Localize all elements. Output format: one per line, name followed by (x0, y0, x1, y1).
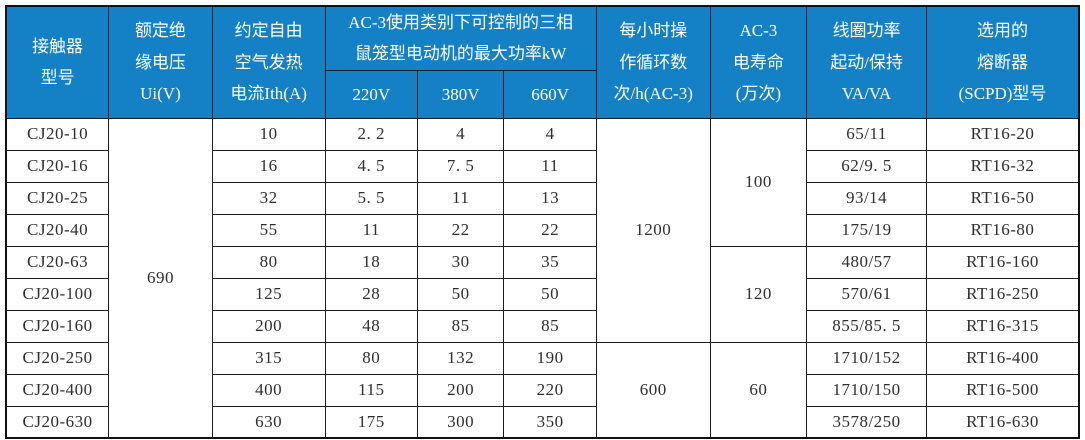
model-cell: CJ20-40 (5, 213, 110, 247)
kw-220v-cell: 4. 5 (324, 149, 419, 183)
coil-power-cell: 93/14 (806, 181, 928, 215)
model-cell: CJ20-16 (5, 149, 110, 183)
kw-380v-cell: 200 (416, 373, 505, 407)
kw-220v-cell: 5. 5 (324, 181, 419, 215)
thermal-current-cell: 80 (211, 245, 326, 279)
cycles-cell: 600 (595, 341, 711, 439)
contactor-spec-table: 接触器 型号 额定绝 缘电压 Ui(V) 约定自由 空气发热 电流Ith(A) … (5, 5, 1080, 440)
fuse-cell: RT16-315 (926, 309, 1080, 343)
header-electrical-life: AC-3 电寿命 (万次) (709, 5, 808, 119)
kw-660v-cell: 50 (503, 277, 597, 311)
fuse-cell: RT16-630 (926, 405, 1080, 439)
kw-660v-cell: 350 (503, 405, 597, 439)
kw-660v-cell: 11 (503, 149, 597, 183)
fuse-cell: RT16-250 (926, 277, 1080, 311)
model-cell: CJ20-250 (5, 341, 110, 375)
table-row: CJ20-100 125 28 50 50 570/61 RT16-250 (5, 277, 1080, 311)
kw-660v-cell: 35 (503, 245, 597, 279)
kw-660v-cell: 190 (503, 341, 597, 375)
thermal-current-cell: 125 (211, 277, 326, 311)
kw-660v-cell: 85 (503, 309, 597, 343)
table-row: CJ20-16 16 4. 5 7. 5 11 62/9. 5 RT16-32 (5, 149, 1080, 183)
table-row: CJ20-630 630 175 300 350 3578/250 RT16-6… (5, 405, 1080, 439)
table-row: CJ20-400 400 115 200 220 1710/150 RT16-5… (5, 373, 1080, 407)
coil-power-cell: 1710/152 (806, 341, 928, 375)
table-row: CJ20-25 32 5. 5 11 13 93/14 RT16-50 (5, 181, 1080, 215)
kw-380v-cell: 300 (416, 405, 505, 439)
thermal-current-cell: 16 (211, 149, 326, 183)
kw-380v-cell: 11 (416, 181, 505, 215)
kw-220v-cell: 11 (324, 213, 419, 247)
model-cell: CJ20-100 (5, 277, 110, 311)
cycles-cell: 1200 (595, 117, 711, 343)
thermal-current-cell: 315 (211, 341, 326, 375)
table-row: CJ20-10 690 10 2. 2 4 4 1200 100 65/11 R… (5, 117, 1080, 439)
model-cell: CJ20-400 (5, 373, 110, 407)
table-row: CJ20-63 80 18 30 35 120 480/57 RT16-160 (5, 245, 1080, 343)
fuse-cell: RT16-400 (926, 341, 1080, 375)
table-body: CJ20-10 690 10 2. 2 4 4 1200 100 65/11 R… (5, 117, 1080, 439)
kw-380v-cell: 50 (416, 277, 505, 311)
thermal-current-cell: 200 (211, 309, 326, 343)
kw-220v-cell: 2. 2 (324, 117, 419, 151)
model-cell: CJ20-10 (5, 117, 110, 151)
header-voltage-660v: 660V (503, 69, 597, 119)
model-cell: CJ20-160 (5, 309, 110, 343)
kw-660v-cell: 22 (503, 213, 597, 247)
coil-power-cell: 480/57 (806, 245, 928, 279)
kw-380v-cell: 30 (416, 245, 505, 279)
header-fuse-type: 选用的 熔断器 (SCPD)型号 (926, 5, 1080, 119)
coil-power-cell: 3578/250 (806, 405, 928, 439)
kw-220v-cell: 18 (324, 245, 419, 279)
model-cell: CJ20-63 (5, 245, 110, 279)
kw-380v-cell: 7. 5 (416, 149, 505, 183)
coil-power-cell: 175/19 (806, 213, 928, 247)
kw-220v-cell: 80 (324, 341, 419, 375)
header-thermal-current: 约定自由 空气发热 电流Ith(A) (211, 5, 326, 119)
header-coil-power: 线圈功率 起动/保持 VA/VA (806, 5, 928, 119)
fuse-cell: RT16-80 (926, 213, 1080, 247)
life-cell: 60 (709, 341, 808, 439)
thermal-current-cell: 55 (211, 213, 326, 247)
life-cell: 100 (709, 117, 808, 247)
kw-380v-cell: 22 (416, 213, 505, 247)
header-insulation-voltage: 额定绝 缘电压 Ui(V) (108, 5, 213, 119)
kw-380v-cell: 4 (416, 117, 505, 151)
header-cycles-per-hour: 每小时操 作循环数 次/h(AC-3) (595, 5, 711, 119)
header-voltage-380v: 380V (416, 69, 505, 119)
kw-220v-cell: 28 (324, 277, 419, 311)
coil-power-cell: 570/61 (806, 277, 928, 311)
fuse-cell: RT16-160 (926, 245, 1080, 279)
kw-660v-cell: 13 (503, 181, 597, 215)
fuse-cell: RT16-500 (926, 373, 1080, 407)
kw-380v-cell: 85 (416, 309, 505, 343)
kw-660v-cell: 220 (503, 373, 597, 407)
coil-power-cell: 855/85. 5 (806, 309, 928, 343)
fuse-cell: RT16-32 (926, 149, 1080, 183)
fuse-cell: RT16-50 (926, 181, 1080, 215)
header-model: 接触器 型号 (5, 5, 110, 119)
coil-power-cell: 1710/150 (806, 373, 928, 407)
thermal-current-cell: 32 (211, 181, 326, 215)
life-cell: 120 (709, 245, 808, 343)
header-max-power-group: AC-3使用类别下可控制的三相 鼠笼型电动机的最大功率kW (324, 5, 597, 71)
thermal-current-cell: 10 (211, 117, 326, 151)
kw-220v-cell: 115 (324, 373, 419, 407)
coil-power-cell: 65/11 (806, 117, 928, 151)
table-header: 接触器 型号 额定绝 缘电压 Ui(V) 约定自由 空气发热 电流Ith(A) … (5, 5, 1080, 119)
kw-220v-cell: 175 (324, 405, 419, 439)
coil-power-cell: 62/9. 5 (806, 149, 928, 183)
fuse-cell: RT16-20 (926, 117, 1080, 151)
kw-220v-cell: 48 (324, 309, 419, 343)
table-row: CJ20-40 55 11 22 22 175/19 RT16-80 (5, 213, 1080, 247)
model-cell: CJ20-25 (5, 181, 110, 215)
thermal-current-cell: 630 (211, 405, 326, 439)
header-voltage-220v: 220V (324, 69, 419, 119)
insulation-voltage-cell: 690 (108, 117, 213, 439)
kw-380v-cell: 132 (416, 341, 505, 375)
thermal-current-cell: 400 (211, 373, 326, 407)
table-row: CJ20-250 315 80 132 190 600 60 1710/152 … (5, 341, 1080, 439)
model-cell: CJ20-630 (5, 405, 110, 439)
kw-660v-cell: 4 (503, 117, 597, 151)
